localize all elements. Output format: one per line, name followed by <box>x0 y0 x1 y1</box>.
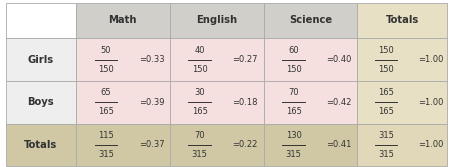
Text: 315: 315 <box>192 150 208 159</box>
Bar <box>6 81 76 124</box>
Bar <box>357 38 447 81</box>
Bar <box>264 124 357 166</box>
Bar <box>6 3 76 38</box>
Bar <box>76 3 170 38</box>
Text: Totals: Totals <box>24 140 57 150</box>
Bar <box>6 124 76 166</box>
Text: 165: 165 <box>98 108 114 116</box>
Text: 150: 150 <box>98 65 114 74</box>
Text: 130: 130 <box>286 131 301 140</box>
Text: =0.22: =0.22 <box>233 140 258 149</box>
Text: =0.18: =0.18 <box>233 98 258 107</box>
Bar <box>357 3 447 38</box>
Text: =0.41: =0.41 <box>327 140 352 149</box>
Bar <box>170 3 264 38</box>
Text: 40: 40 <box>194 46 205 54</box>
Text: 315: 315 <box>286 150 301 159</box>
Text: 30: 30 <box>194 88 205 97</box>
Text: 115: 115 <box>98 131 114 140</box>
Bar <box>264 81 357 124</box>
Text: 315: 315 <box>378 150 394 159</box>
Text: 65: 65 <box>100 88 111 97</box>
Text: 50: 50 <box>100 46 111 54</box>
Bar <box>76 124 170 166</box>
Bar <box>6 38 76 81</box>
Text: 60: 60 <box>288 46 299 54</box>
Bar <box>76 81 170 124</box>
Text: =1.00: =1.00 <box>418 140 443 149</box>
Text: Boys: Boys <box>27 97 54 107</box>
Text: English: English <box>196 16 237 25</box>
Text: Totals: Totals <box>386 16 419 25</box>
Bar <box>357 124 447 166</box>
Text: =0.27: =0.27 <box>233 55 258 64</box>
Text: Girls: Girls <box>27 55 54 65</box>
Text: 70: 70 <box>288 88 299 97</box>
Text: =1.00: =1.00 <box>418 55 443 64</box>
Text: =0.42: =0.42 <box>327 98 352 107</box>
Bar <box>76 38 170 81</box>
Text: =1.00: =1.00 <box>418 98 443 107</box>
Text: 165: 165 <box>286 108 301 116</box>
Text: 165: 165 <box>378 108 394 116</box>
Text: 150: 150 <box>378 46 394 54</box>
Bar <box>170 38 264 81</box>
Text: 150: 150 <box>286 65 301 74</box>
Text: 315: 315 <box>98 150 114 159</box>
Text: 70: 70 <box>194 131 205 140</box>
Text: 150: 150 <box>378 65 394 74</box>
Bar <box>264 3 357 38</box>
Text: Math: Math <box>109 16 137 25</box>
Text: 165: 165 <box>192 108 208 116</box>
Text: Science: Science <box>289 16 332 25</box>
Text: =0.37: =0.37 <box>139 140 164 149</box>
Text: =0.33: =0.33 <box>139 55 164 64</box>
Bar <box>170 81 264 124</box>
Text: 315: 315 <box>378 131 394 140</box>
Bar <box>264 38 357 81</box>
Text: 165: 165 <box>378 88 394 97</box>
Text: =0.40: =0.40 <box>327 55 352 64</box>
Text: 150: 150 <box>192 65 208 74</box>
Text: =0.39: =0.39 <box>139 98 164 107</box>
Bar <box>357 81 447 124</box>
Bar <box>170 124 264 166</box>
